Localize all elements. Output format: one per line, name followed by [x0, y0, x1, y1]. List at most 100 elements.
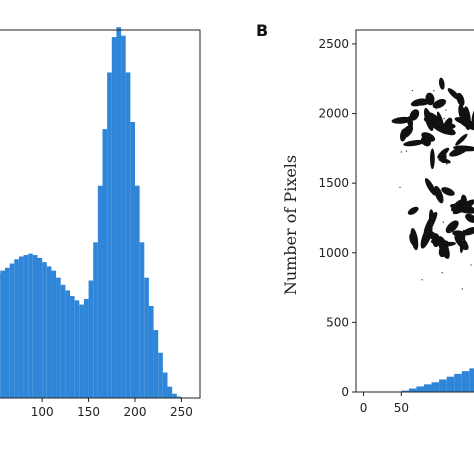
panel-b-letter: B — [256, 21, 268, 40]
chromosome-blob — [449, 145, 469, 157]
histogram-bar — [74, 300, 80, 398]
histogram-bar — [424, 384, 432, 392]
histogram-bar — [139, 242, 145, 398]
histogram-bar — [148, 306, 154, 398]
x-tick-label: 250 — [170, 405, 193, 419]
chromosome-blob — [442, 122, 456, 129]
histogram-bar — [14, 259, 19, 398]
histogram-bar — [116, 27, 122, 399]
speck — [470, 264, 472, 266]
y-tick-label: 2500 — [318, 37, 349, 51]
histogram-bar — [416, 386, 424, 392]
speck — [421, 279, 423, 281]
histogram-bar — [60, 284, 66, 398]
y-tick-label: 1000 — [318, 246, 349, 260]
histogram-bar — [135, 185, 140, 398]
histogram-bar — [83, 298, 89, 398]
histogram-bar — [153, 330, 159, 398]
panel-a-histogram: 100 150 200 250 — [0, 27, 201, 419]
histogram-bar — [97, 185, 103, 398]
chromosome-blob — [454, 234, 469, 251]
speck — [433, 90, 435, 92]
histogram-bar — [172, 393, 177, 398]
histogram-bar — [93, 242, 98, 398]
panel-a-bars — [0, 27, 182, 399]
chromosome-blob — [401, 125, 414, 139]
chromosome-blob — [462, 226, 474, 236]
histogram-bar — [0, 270, 5, 398]
chromosome-blob — [403, 139, 425, 147]
x-tick-label: 150 — [77, 405, 100, 419]
chromosome-spread-image — [391, 77, 474, 290]
histogram-bar — [42, 262, 47, 398]
histogram-bar — [102, 129, 108, 399]
chromosome-blob — [410, 98, 427, 107]
speck — [431, 223, 433, 225]
x-tick-label: 200 — [124, 405, 147, 419]
histogram-bar — [51, 270, 57, 398]
speck — [405, 150, 408, 152]
chromosome-blob — [465, 204, 474, 216]
histogram-bar — [46, 266, 52, 398]
chromosome-blob — [423, 116, 438, 124]
histogram-bar — [431, 382, 440, 392]
histogram-bar — [18, 256, 24, 398]
panel-b-histogram: B Number of Pixels 05001000150020002500 … — [256, 21, 474, 415]
histogram-bar — [469, 368, 474, 392]
panel-b-x-ticks: 0 50 — [360, 392, 409, 415]
histogram-bar — [23, 255, 29, 398]
histogram-bar — [65, 290, 70, 398]
y-tick-label: 1500 — [318, 176, 349, 190]
histogram-bar — [176, 396, 182, 398]
histogram-bar — [88, 280, 94, 398]
panel-b-y-axis-title: Number of Pixels — [281, 155, 300, 295]
panel-b-y-ticks: 0 500 1000 1500 2000 2500 — [318, 37, 356, 399]
histogram-bar — [162, 372, 168, 398]
histogram-bar — [56, 277, 61, 398]
chromosome-blob — [441, 187, 455, 196]
histogram-bar — [121, 35, 126, 399]
chromosome-blob — [421, 132, 436, 142]
histogram-bar — [5, 267, 10, 398]
histogram-bar — [70, 296, 75, 398]
histogram-bar — [79, 304, 84, 398]
speck — [446, 163, 448, 165]
speck — [400, 151, 403, 153]
chromosome-blob — [455, 133, 468, 146]
chromosome-blob — [428, 209, 435, 227]
speck — [411, 89, 414, 92]
x-tick-label: 100 — [31, 405, 54, 419]
histogram-bar — [37, 257, 43, 398]
panel-b-axes-frame — [355, 29, 474, 393]
chromosome-blob — [438, 77, 445, 90]
speck — [399, 186, 401, 189]
chromosome-blob — [447, 88, 461, 101]
chromosome-blob — [432, 98, 447, 109]
y-tick-label: 500 — [326, 315, 349, 329]
chromosome-blob — [437, 147, 450, 159]
histogram-bar — [439, 379, 447, 392]
chromosome-blob — [409, 109, 420, 121]
histogram-bar — [125, 72, 131, 398]
histogram-bar — [32, 255, 38, 398]
histogram-bar — [9, 263, 15, 398]
y-tick-label: 2000 — [318, 107, 349, 121]
chromosome-blob — [429, 148, 435, 170]
histogram-bar — [107, 72, 112, 398]
chromosome-blob — [425, 229, 441, 243]
histogram-bar — [167, 386, 173, 398]
chromosome-blob — [465, 213, 474, 223]
chromosome-blob — [437, 236, 450, 259]
chromosome-blob — [391, 116, 413, 124]
chromosome-blob — [436, 111, 445, 131]
speck — [442, 221, 445, 223]
chromosome-blob — [407, 206, 419, 215]
speck — [443, 118, 445, 120]
speck — [435, 107, 438, 110]
chromosome-blob — [424, 178, 437, 196]
panel-a-axes-frame — [0, 29, 201, 399]
speck — [441, 272, 443, 274]
x-tick-label: 50 — [394, 401, 409, 415]
speck — [449, 230, 452, 233]
